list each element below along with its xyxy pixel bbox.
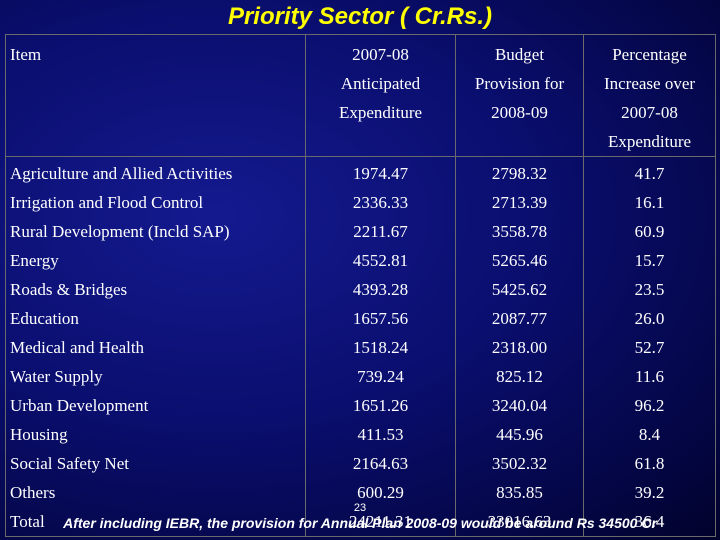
budget-column: 2798.32 2713.39 3558.78 5265.46 5425.62 … xyxy=(455,156,584,537)
header-budget-line: Budget xyxy=(494,45,545,64)
slide-title: Priority Sector ( Cr.Rs.) xyxy=(227,3,493,30)
row-anticipated: 4393.28 xyxy=(352,280,409,299)
row-increase: 60.9 xyxy=(634,222,665,241)
row-item: Social Safety Net xyxy=(10,454,129,473)
header-anticipated-line: Expenditure xyxy=(338,103,423,122)
row-increase: 8.4 xyxy=(638,425,661,444)
row-increase-total: 36.4 xyxy=(634,512,665,531)
row-anticipated: 1657.56 xyxy=(352,309,409,328)
row-increase: 61.8 xyxy=(634,454,665,473)
row-budget: 2798.32 xyxy=(491,164,548,183)
header-item: Item xyxy=(5,34,306,157)
header-budget-line: 2008-09 xyxy=(491,103,548,122)
row-budget: 445.96 xyxy=(496,425,543,444)
row-budget: 5265.46 xyxy=(491,251,548,270)
header-increase-line: 2007-08 xyxy=(621,103,678,122)
row-anticipated-total: 24211.31 xyxy=(348,512,413,531)
row-anticipated: 1518.24 xyxy=(352,338,409,357)
row-increase: 23.5 xyxy=(634,280,665,299)
row-item: Medical and Health xyxy=(10,338,145,357)
row-anticipated: 739.24 xyxy=(357,367,404,386)
header-anticipated: 2007-08 Anticipated Expenditure xyxy=(305,34,456,157)
row-item-total: Total xyxy=(10,512,45,531)
row-increase: 16.1 xyxy=(634,193,665,212)
row-budget: 3502.32 xyxy=(491,454,548,473)
row-item: Education xyxy=(10,309,79,328)
header-budget: Budget Provision for 2008-09 xyxy=(455,34,584,157)
row-budget: 2087.77 xyxy=(491,309,548,328)
row-anticipated: 1651.26 xyxy=(352,396,409,415)
row-budget: 3240.04 xyxy=(491,396,548,415)
header-increase-line: Percentage xyxy=(612,45,687,64)
row-budget-total: 33016.63 xyxy=(487,512,552,531)
row-budget: 825.12 xyxy=(496,367,543,386)
row-increase: 26.0 xyxy=(634,309,665,328)
header-increase-line: Increase over xyxy=(603,74,696,93)
header-increase: Percentage Increase over 2007-08 Expendi… xyxy=(583,34,716,157)
row-anticipated: 2211.67 xyxy=(353,222,408,241)
header-item-label: Item xyxy=(10,45,42,64)
header-anticipated-line: Anticipated xyxy=(340,74,421,93)
row-budget: 2318.00 xyxy=(491,338,548,357)
row-item: Urban Development xyxy=(10,396,149,415)
row-increase: 96.2 xyxy=(634,396,665,415)
anticipated-column: 1974.47 2336.33 2211.67 4552.81 4393.28 … xyxy=(305,156,456,537)
row-item: Water Supply xyxy=(10,367,103,386)
row-anticipated: 411.53 xyxy=(357,425,404,444)
row-increase: 52.7 xyxy=(634,338,665,357)
row-anticipated: 2164.63 xyxy=(352,454,409,473)
header-anticipated-line: 2007-08 xyxy=(352,45,409,64)
increase-column: 41.7 16.1 60.9 15.7 23.5 26.0 52.7 11.6 … xyxy=(583,156,716,537)
row-increase: 41.7 xyxy=(634,164,665,183)
row-anticipated: 600.29 xyxy=(357,483,404,502)
row-item: Rural Development (Incld SAP) xyxy=(10,222,230,241)
row-increase: 15.7 xyxy=(634,251,665,270)
header-budget-line: Provision for xyxy=(474,74,565,93)
priority-sector-table: Item 2007-08 Anticipated Expenditure Bud… xyxy=(5,34,716,537)
row-budget: 5425.62 xyxy=(491,280,548,299)
row-item: Roads & Bridges xyxy=(10,280,128,299)
row-item: Agriculture and Allied Activities xyxy=(10,164,233,183)
row-budget: 3558.78 xyxy=(491,222,548,241)
row-anticipated: 2336.33 xyxy=(352,193,409,212)
row-increase: 39.2 xyxy=(634,483,665,502)
row-budget: 835.85 xyxy=(496,483,543,502)
row-anticipated: 4552.81 xyxy=(352,251,409,270)
row-item: Others xyxy=(10,483,56,502)
row-item: Housing xyxy=(10,425,68,444)
row-anticipated: 1974.47 xyxy=(352,164,409,183)
header-increase-line: Expenditure xyxy=(607,132,692,151)
footnote: After including IEBR, the provision for … xyxy=(63,515,657,531)
row-budget: 2713.39 xyxy=(491,193,548,212)
row-increase: 11.6 xyxy=(634,367,665,386)
row-item: Irrigation and Flood Control xyxy=(10,193,204,212)
item-column: Agriculture and Allied Activities Irriga… xyxy=(5,156,306,537)
page-number: 23 xyxy=(353,502,367,514)
row-item: Energy xyxy=(10,251,59,270)
